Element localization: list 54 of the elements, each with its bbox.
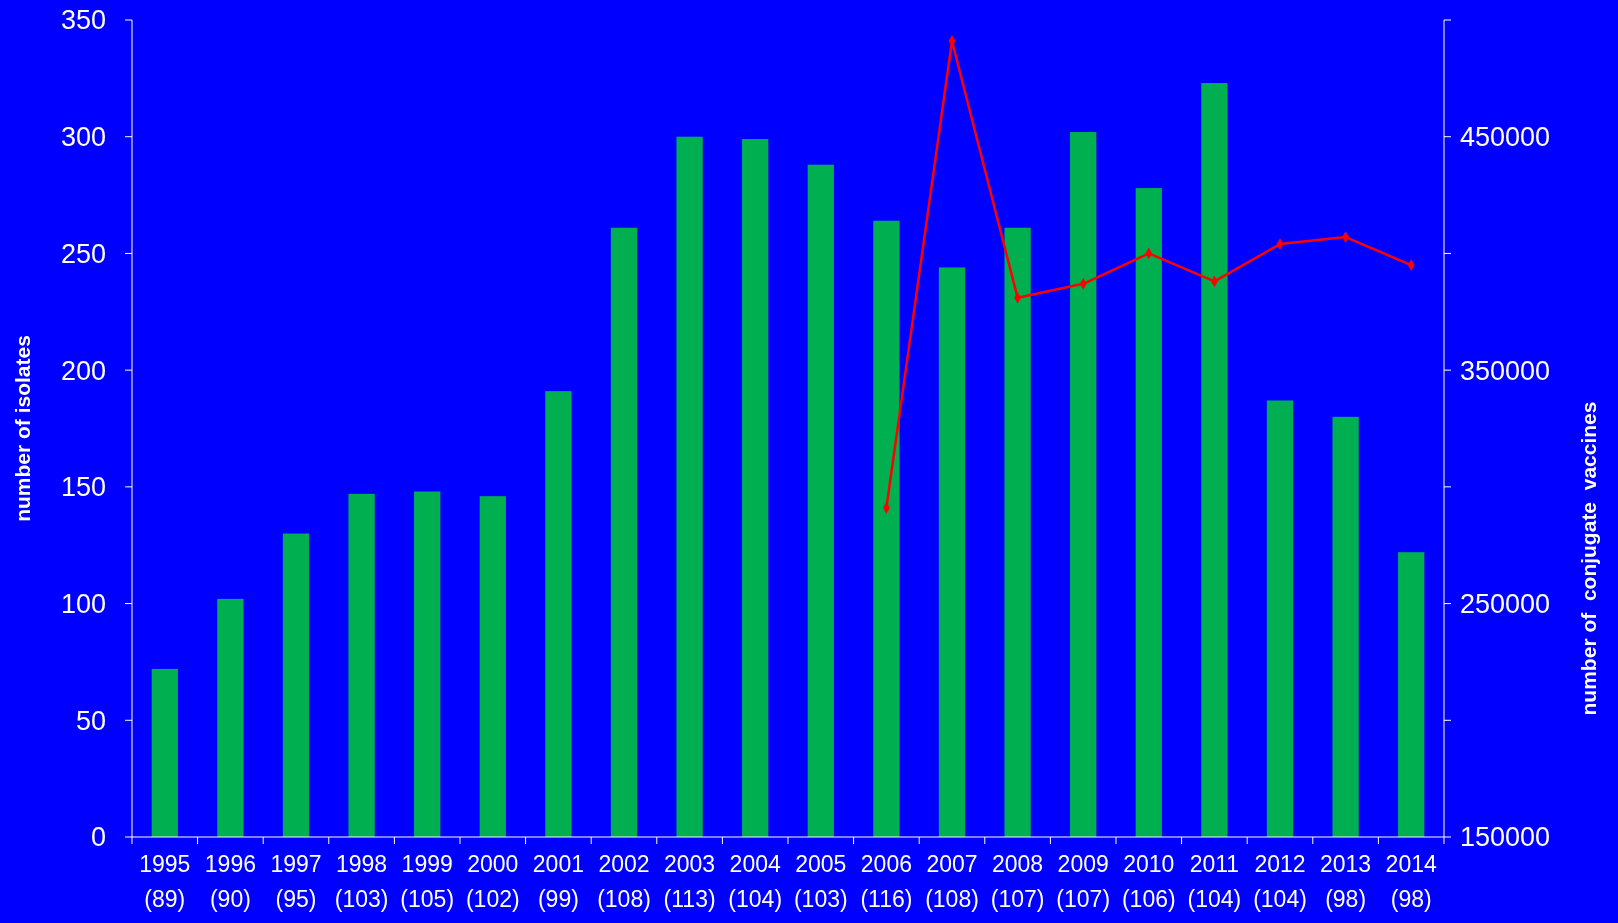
x-tick-label: 2011 (104) — [1187, 851, 1242, 912]
x-tick-label: 2014 (98) — [1385, 851, 1437, 912]
bar — [151, 668, 178, 837]
y-axis-title: number of isolates — [11, 335, 34, 522]
bar — [348, 493, 375, 837]
x-tick-label: 2007 (108) — [925, 851, 979, 912]
bar — [873, 220, 900, 837]
bar — [1070, 132, 1097, 837]
bar — [545, 391, 572, 837]
bar — [1266, 400, 1294, 837]
x-tick-label: 2004 (104) — [728, 851, 783, 912]
y-tick-label: 100 — [60, 589, 106, 620]
bar — [217, 598, 244, 837]
x-tick-label: 1995 (89) — [139, 851, 191, 912]
x-tick-label: 1996 (90) — [204, 851, 256, 912]
x-tick-label: 2008 (107) — [990, 851, 1045, 912]
x-tick-label: 2009 (107) — [1056, 851, 1111, 912]
y2-tick-label: 350000 — [1460, 355, 1551, 386]
x-tick-label: 2012 (104) — [1253, 851, 1307, 912]
y-tick-label: 200 — [60, 355, 106, 386]
bar — [414, 491, 441, 837]
bar — [1398, 552, 1425, 837]
x-tick-label: 2013 (98) — [1320, 851, 1372, 912]
x-tick-label: 1997 (95) — [270, 851, 322, 912]
y-tick-label: 250 — [60, 238, 106, 269]
bar — [282, 533, 310, 837]
bar — [610, 227, 638, 837]
bar — [742, 139, 769, 837]
y2-axis-title: number of conjugate vaccines — [1577, 401, 1600, 716]
y2-tick-label: 150000 — [1460, 822, 1551, 853]
x-tick-label: 2002 (108) — [597, 851, 651, 912]
y-tick-label: 50 — [75, 705, 106, 736]
bar — [676, 136, 703, 837]
y2-tick-label: 450000 — [1460, 122, 1551, 153]
y-tick-label: 150 — [60, 472, 106, 503]
bar — [1004, 227, 1031, 837]
bar — [1135, 188, 1162, 837]
y-tick-label: 350 — [60, 5, 106, 36]
x-tick-label: 1999 (105) — [400, 851, 455, 912]
y2-tick-label: 250000 — [1460, 589, 1551, 620]
bar — [1201, 83, 1228, 837]
x-tick-label: 2010 (106) — [1121, 851, 1176, 912]
bar — [938, 267, 966, 837]
x-tick-label: 2001 (99) — [532, 851, 584, 912]
bar — [1332, 416, 1359, 837]
bar — [479, 496, 506, 837]
x-tick-label: 1998 (103) — [334, 851, 389, 912]
x-tick-label: 2003 (113) — [663, 851, 716, 912]
x-tick-label: 2000 (102) — [465, 851, 520, 912]
bar — [807, 164, 834, 837]
x-tick-label: 2006 (116) — [860, 851, 913, 912]
y-tick-label: 300 — [60, 122, 106, 153]
x-tick-label: 2005 (103) — [793, 851, 848, 912]
y-tick-label: 0 — [90, 822, 106, 853]
